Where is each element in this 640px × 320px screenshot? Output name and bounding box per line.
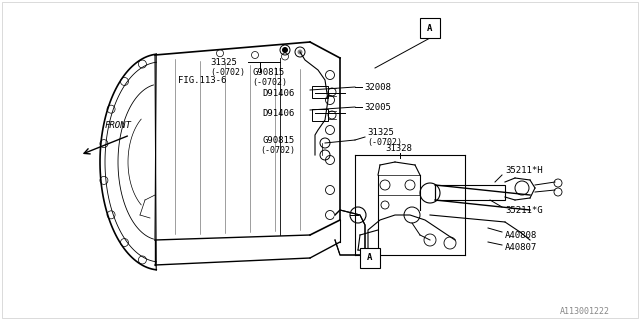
Text: D91406: D91406 <box>263 89 295 98</box>
Text: G90815: G90815 <box>263 135 295 145</box>
Text: 31325: 31325 <box>210 58 237 67</box>
Text: 31328: 31328 <box>385 143 412 153</box>
Text: A: A <box>428 23 433 33</box>
FancyBboxPatch shape <box>420 18 440 38</box>
Bar <box>312 86 328 98</box>
Text: (-0702): (-0702) <box>367 138 402 147</box>
Text: FRONT: FRONT <box>104 121 131 130</box>
Circle shape <box>298 50 303 54</box>
Text: D91406: D91406 <box>263 108 295 117</box>
Text: 32005: 32005 <box>364 102 391 111</box>
Text: (-0702): (-0702) <box>210 68 245 76</box>
Text: A: A <box>367 253 372 262</box>
Circle shape <box>282 47 288 53</box>
Text: (-0702): (-0702) <box>252 77 287 86</box>
Text: FIG.113-6: FIG.113-6 <box>178 76 227 84</box>
Text: A40808: A40808 <box>505 230 537 239</box>
Bar <box>312 109 328 121</box>
Text: A113001222: A113001222 <box>560 308 610 316</box>
Polygon shape <box>335 210 365 255</box>
Text: (-0702): (-0702) <box>260 146 295 155</box>
Text: 32008: 32008 <box>364 83 391 92</box>
Text: 35211*H: 35211*H <box>505 165 543 174</box>
Bar <box>435 185 505 200</box>
Text: G90815: G90815 <box>252 68 284 76</box>
Text: 35211*G: 35211*G <box>505 205 543 214</box>
Text: A40807: A40807 <box>505 243 537 252</box>
Text: 31325: 31325 <box>367 127 394 137</box>
FancyBboxPatch shape <box>360 248 380 268</box>
